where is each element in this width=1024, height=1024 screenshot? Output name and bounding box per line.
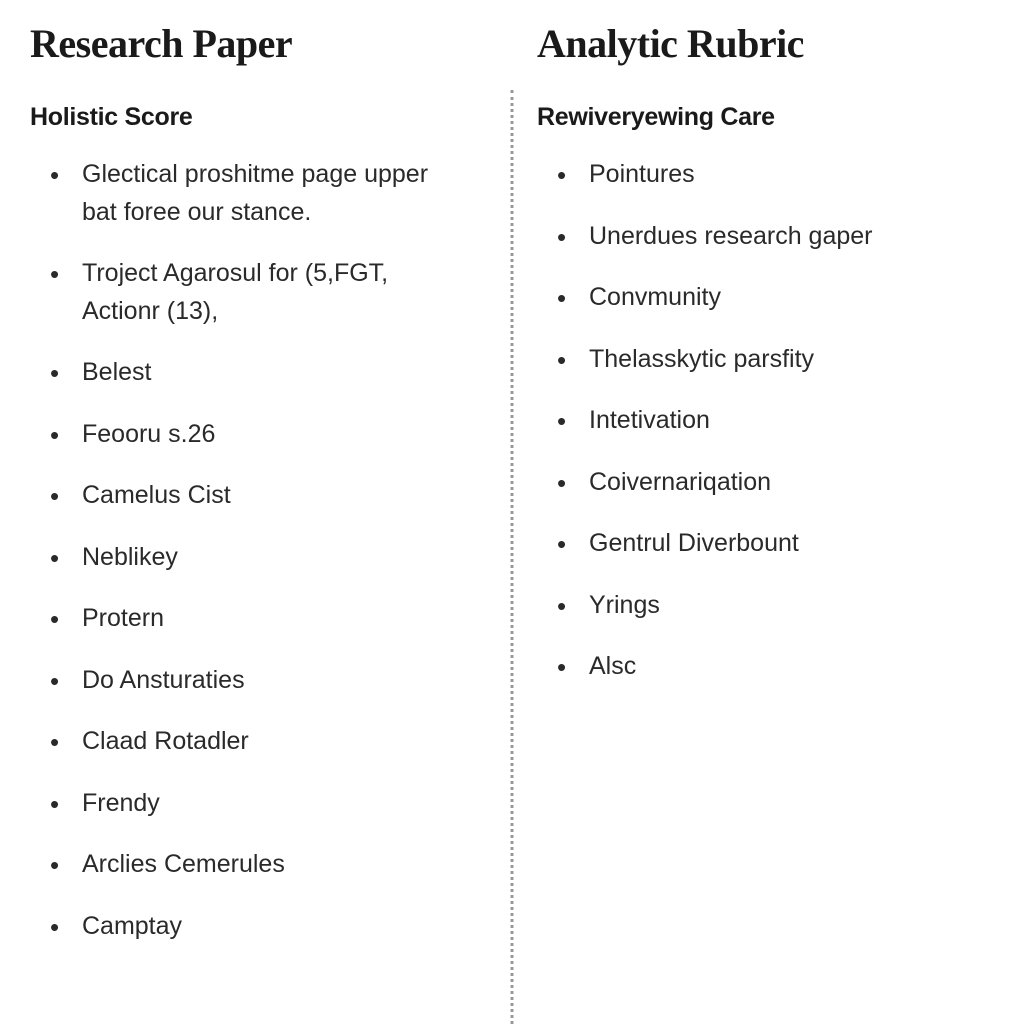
list-item: Claad Rotadler [50,723,457,761]
column-divider [511,90,514,1024]
right-title: Analytic Rubric [537,20,964,67]
list-item: Gentrul Diverbount [557,525,964,563]
right-list: Pointures Unerdues research gaper Convmu… [537,156,964,686]
list-item: Frendy [50,785,457,823]
list-item: Glectical proshitme page upper bat foree… [50,156,457,231]
list-item: Coivernariqation [557,464,964,502]
list-item: Intetivation [557,402,964,440]
list-item: Yrings [557,587,964,625]
left-title: Research Paper [30,20,457,67]
list-item: Protern [50,600,457,638]
left-column: Research Paper Holistic Score Glectical … [30,20,497,1004]
right-subtitle: Rewiveryewing Care [537,103,964,132]
list-item: Troject Agarosul for (5,FGT, Actionr (13… [50,255,457,330]
list-item: Feooru s.26 [50,416,457,454]
left-subtitle: Holistic Score [30,103,457,132]
list-item: Belest [50,354,457,392]
right-column: Analytic Rubric Rewiveryewing Care Point… [497,20,994,1004]
list-item: Camptay [50,908,457,946]
list-item: Thelasskytic parsfity [557,341,964,379]
list-item: Convmunity [557,279,964,317]
list-item: Neblikey [50,539,457,577]
left-list: Glectical proshitme page upper bat foree… [30,156,457,945]
list-item: Camelus Cist [50,477,457,515]
list-item: Do Ansturaties [50,662,457,700]
list-item: Arclies Cemerules [50,846,457,884]
list-item: Pointures [557,156,964,194]
list-item: Alsc [557,648,964,686]
list-item: Unerdues research gaper [557,218,964,256]
